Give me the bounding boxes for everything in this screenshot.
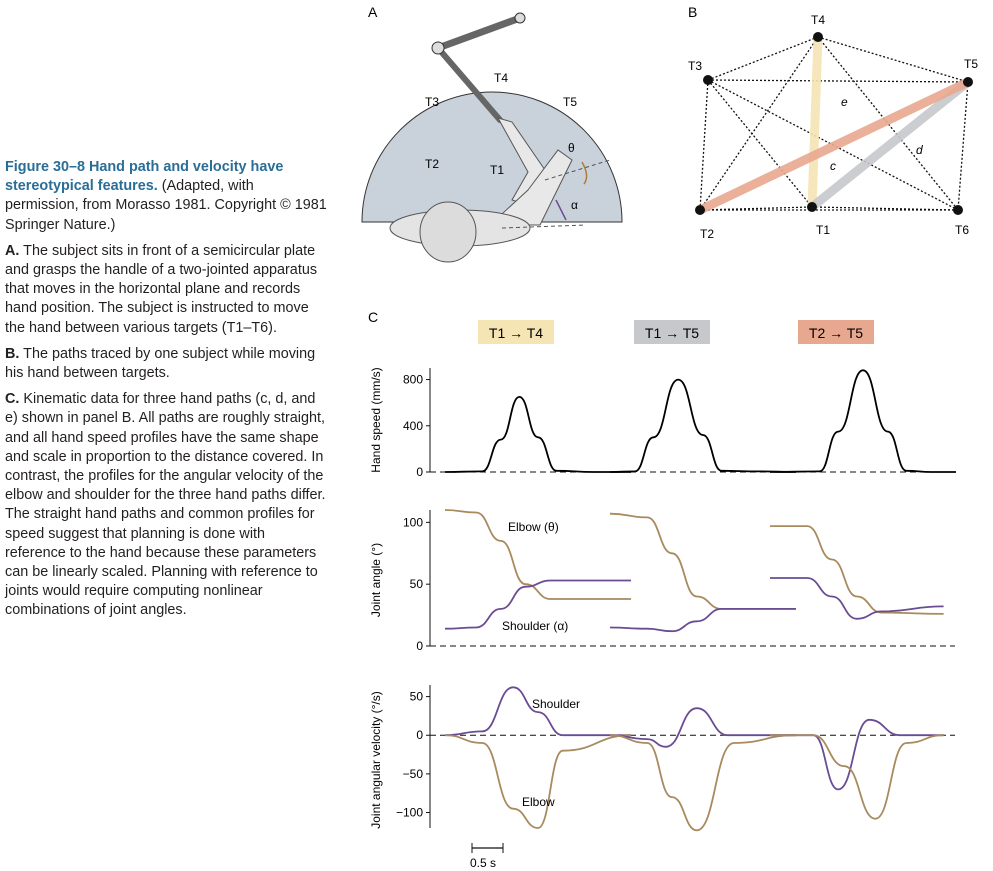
figure-source: (Adapted, with permission, from Morasso …	[5, 178, 327, 233]
series-shoulder-t1-t4	[444, 686, 631, 737]
panel-b-target-t4: T4	[811, 13, 825, 27]
path-c-highlight	[807, 36, 823, 208]
caption-text-c: Kinematic data for three hand paths (c, …	[5, 391, 326, 619]
path-d-highlight	[809, 78, 971, 211]
caption-text-b: The paths traced by one subject while mo…	[5, 345, 316, 382]
alpha-arc	[555, 199, 567, 221]
label-elbow: Elbow	[522, 795, 555, 809]
movement-label-t2-t5: T2 → T5	[809, 325, 863, 341]
y-tick-label: −50	[403, 767, 424, 781]
series-shoulder-t1-t4	[444, 579, 631, 630]
label-shoulder-alpha: Shoulder (α)	[502, 619, 568, 633]
panel-c-axes: 0 400 800 0 50 100 50 0 −50 −100	[396, 368, 955, 828]
panel-b-label: B	[688, 4, 697, 20]
alpha-label: α	[571, 198, 578, 212]
panel-b-target-t2: T2	[700, 227, 714, 241]
path-label-c: c	[830, 159, 836, 173]
movement-label-box-t1-t5	[634, 320, 710, 344]
label-elbow-theta: Elbow (θ)	[508, 520, 559, 534]
series-shoulder-t1-t5	[609, 707, 796, 748]
y-tick-label: 50	[410, 577, 424, 591]
elbow-reference-line	[544, 159, 611, 181]
movement-label-t1-t5: T1 → T5	[645, 325, 699, 341]
y-tick-label: 0	[416, 639, 423, 653]
subject-head	[419, 201, 477, 263]
panel-a-target-t2: T2	[425, 157, 439, 171]
caption-paragraph-a: A. The subject sits in front of a semici…	[5, 242, 327, 338]
panel-a-target-t4: T4	[494, 71, 508, 85]
target-markers	[695, 32, 973, 215]
caption-header: Figure 30–8 Hand path and velocity have …	[5, 158, 327, 235]
panel-c-curves	[444, 369, 956, 832]
series-elbow-t2-t5	[769, 525, 944, 615]
panel-a-target-t3: T3	[425, 95, 439, 109]
caption-label-c: C.	[5, 391, 20, 408]
series-hand-speed-t2-t5	[769, 369, 956, 473]
series-hand-speed-t1-t4	[444, 395, 631, 473]
figure-title: Hand path and velocity have stereotypica…	[5, 159, 284, 195]
apparatus-joint	[431, 41, 445, 55]
path-e-highlight	[698, 77, 970, 215]
series-shoulder-t2-t5	[770, 577, 944, 620]
path-label-d: d	[916, 143, 923, 157]
panel-a-label: A	[368, 4, 378, 20]
y-tick-label: 100	[403, 515, 423, 529]
series-elbow-t1-t4	[444, 509, 631, 600]
y-tick-label: −100	[396, 806, 423, 820]
y-tick-label: 400	[403, 419, 423, 433]
ylabel-joint-angular-velocity: Joint angular velocity (°/s)	[369, 691, 383, 829]
time-scale-label: 0.5 s	[470, 856, 496, 870]
panel-c: C T1 → T4 T1 → T5 T2 → T5 Hand speed (mm…	[368, 309, 956, 870]
figure-number: Figure 30–8	[5, 159, 85, 175]
apparatus-lower-arm	[435, 45, 503, 123]
ylabel-hand-speed: Hand speed (mm/s)	[369, 367, 383, 472]
caption-label-a: A.	[5, 242, 20, 259]
series-shoulder-t1-t5	[609, 607, 796, 633]
panel-b-target-t5: T5	[964, 57, 978, 71]
caption-text-a: The subject sits in front of a semicircu…	[5, 242, 318, 336]
theta-label: θ	[568, 141, 575, 155]
panel-b-target-t6: T6	[955, 223, 969, 237]
series-elbow-t1-t5	[609, 734, 797, 832]
movement-label-box-t2-t5	[798, 320, 874, 344]
series-elbow-t1-t5	[609, 512, 796, 610]
caption-label-b: B.	[5, 345, 20, 362]
theta-arc	[581, 161, 588, 185]
ylabel-joint-angle: Joint angle (°)	[369, 543, 383, 617]
shoulder-reference-line	[501, 224, 587, 229]
series-elbow-t1-t4	[444, 734, 632, 829]
label-shoulder: Shoulder	[532, 697, 580, 711]
apparatus-pivot	[514, 12, 526, 24]
y-tick-label: 50	[410, 690, 424, 704]
figure-caption: Figure 30–8 Hand path and velocity have …	[5, 158, 327, 628]
y-tick-label: 0	[416, 728, 423, 742]
series-hand-speed-t1-t5	[609, 378, 797, 473]
panel-a-target-t1: T1	[490, 163, 504, 177]
movement-label-box-t1-t4	[478, 320, 554, 344]
path-label-e: e	[841, 95, 848, 109]
y-tick-label: 0	[416, 465, 423, 479]
panel-a-target-t5: T5	[563, 95, 577, 109]
panel-c-label: C	[368, 309, 378, 325]
panel-b-target-t1: T1	[816, 223, 830, 237]
series-elbow-t2-t5	[770, 734, 944, 820]
caption-paragraph-b: B. The paths traced by one subject while…	[5, 345, 327, 383]
apparatus-upper-arm	[434, 14, 524, 52]
movement-label-t1-t4: T1 → T4	[489, 325, 543, 341]
series-shoulder-t2-t5	[770, 718, 944, 791]
panel-a: A T4 T3 T5 T2 T1 θ α	[361, 4, 623, 263]
caption-paragraph-c: C. Kinematic data for three hand paths (…	[5, 390, 327, 620]
panel-b-target-t3: T3	[688, 59, 702, 73]
panel-b: B T4 T3 T5 T2 T1 T6 c d e	[688, 4, 978, 241]
y-tick-label: 800	[403, 373, 423, 387]
